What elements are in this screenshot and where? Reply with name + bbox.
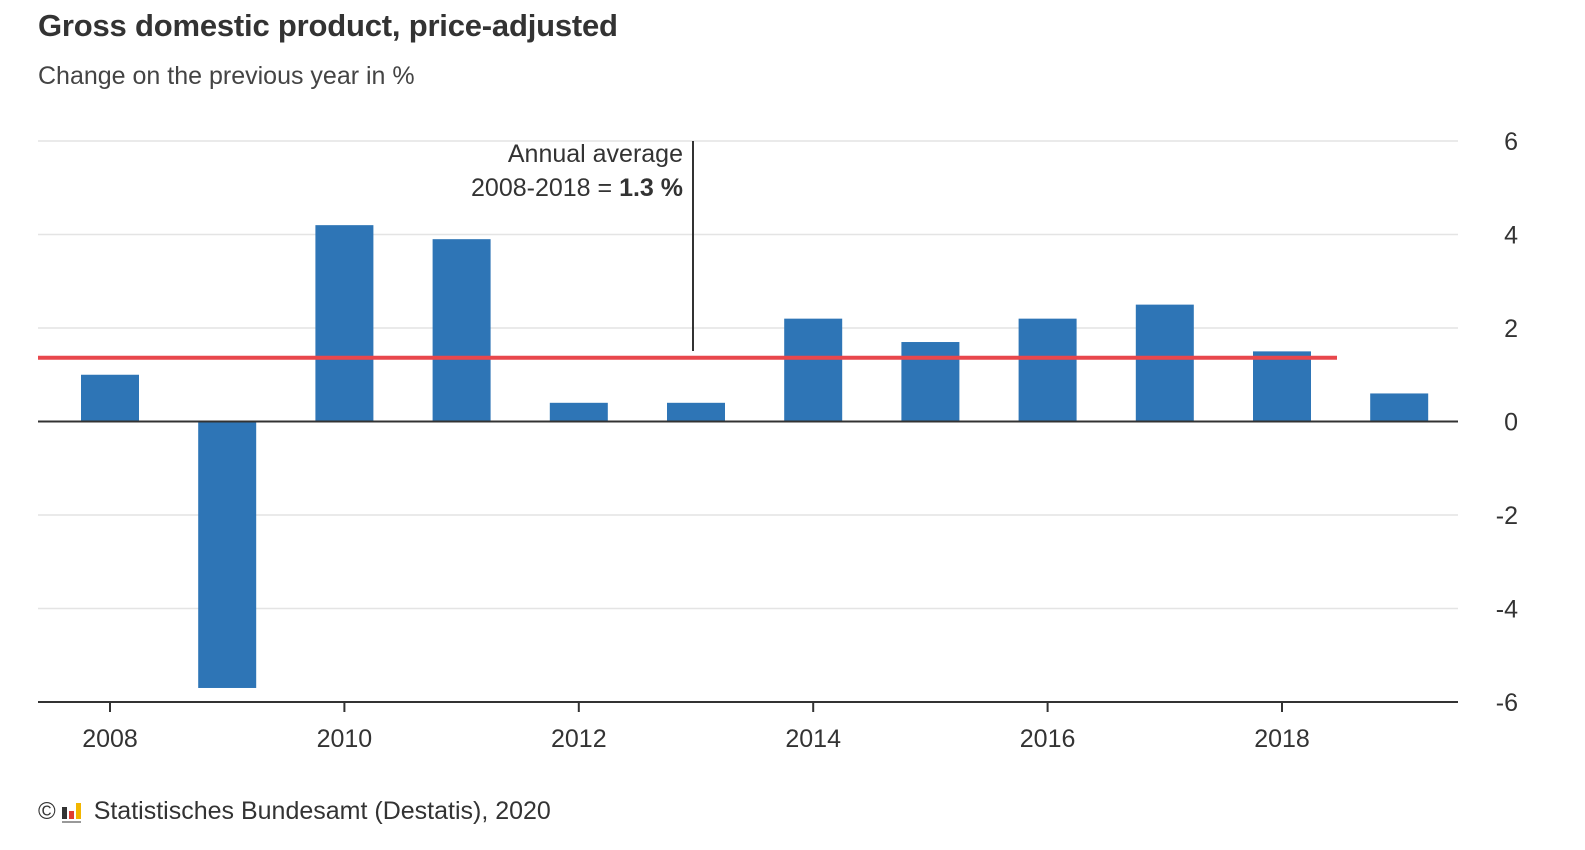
bar-2012 [550,403,608,422]
gdp-bar-chart: 6 4 2 0 -2 -4 -6 2008 2010 2012 2014 2016 2018 Annua… [0,0,1585,790]
annotation-line-1: Annual average [508,140,683,168]
y-tick-label: -2 [1496,502,1518,530]
bar-2019 [1370,393,1428,421]
bar-2013 [667,403,725,422]
x-tick-label: 2018 [1254,725,1310,753]
source-text: Statistisches Bundesamt (Destatis), 2020 [94,797,551,826]
bar-2008 [81,375,139,422]
destatis-logo-icon [62,801,84,823]
annotation-value: 1.3 % [619,174,683,202]
axes: 6 4 2 0 -2 -4 -6 2008 2010 2012 2014 2016 2018 [38,128,1518,753]
x-tick-label: 2012 [551,725,607,753]
bar-2011 [433,239,491,421]
annotation-prefix: 2008-2018 = [471,174,619,202]
x-tick-label: 2014 [785,725,841,753]
y-tick-label: 6 [1504,128,1518,156]
bar-2017 [1136,305,1194,422]
x-tick-label: 2008 [82,725,138,753]
bar-2014 [784,319,842,422]
bars [81,225,1428,688]
copyright-symbol: © [38,798,56,826]
bar-2016 [1019,319,1077,422]
bar-2015 [901,342,959,421]
y-tick-label: -4 [1496,596,1518,624]
bar-2010 [315,225,373,421]
annotation-group: Annual average 2008-2018 = 1.3 % [471,140,693,351]
annotation-line-2: 2008-2018 = 1.3 % [471,174,683,202]
bar-2018 [1253,351,1311,421]
x-tick-label: 2010 [317,725,373,753]
x-tick-label: 2016 [1020,725,1076,753]
source-footer: © Statistisches Bundesamt (Destatis), 20… [38,797,551,826]
y-tick-label: 0 [1504,409,1518,437]
y-tick-label: 4 [1504,222,1518,250]
y-tick-label: -6 [1496,689,1518,717]
y-tick-label: 2 [1504,315,1518,343]
bar-2009 [198,422,256,688]
